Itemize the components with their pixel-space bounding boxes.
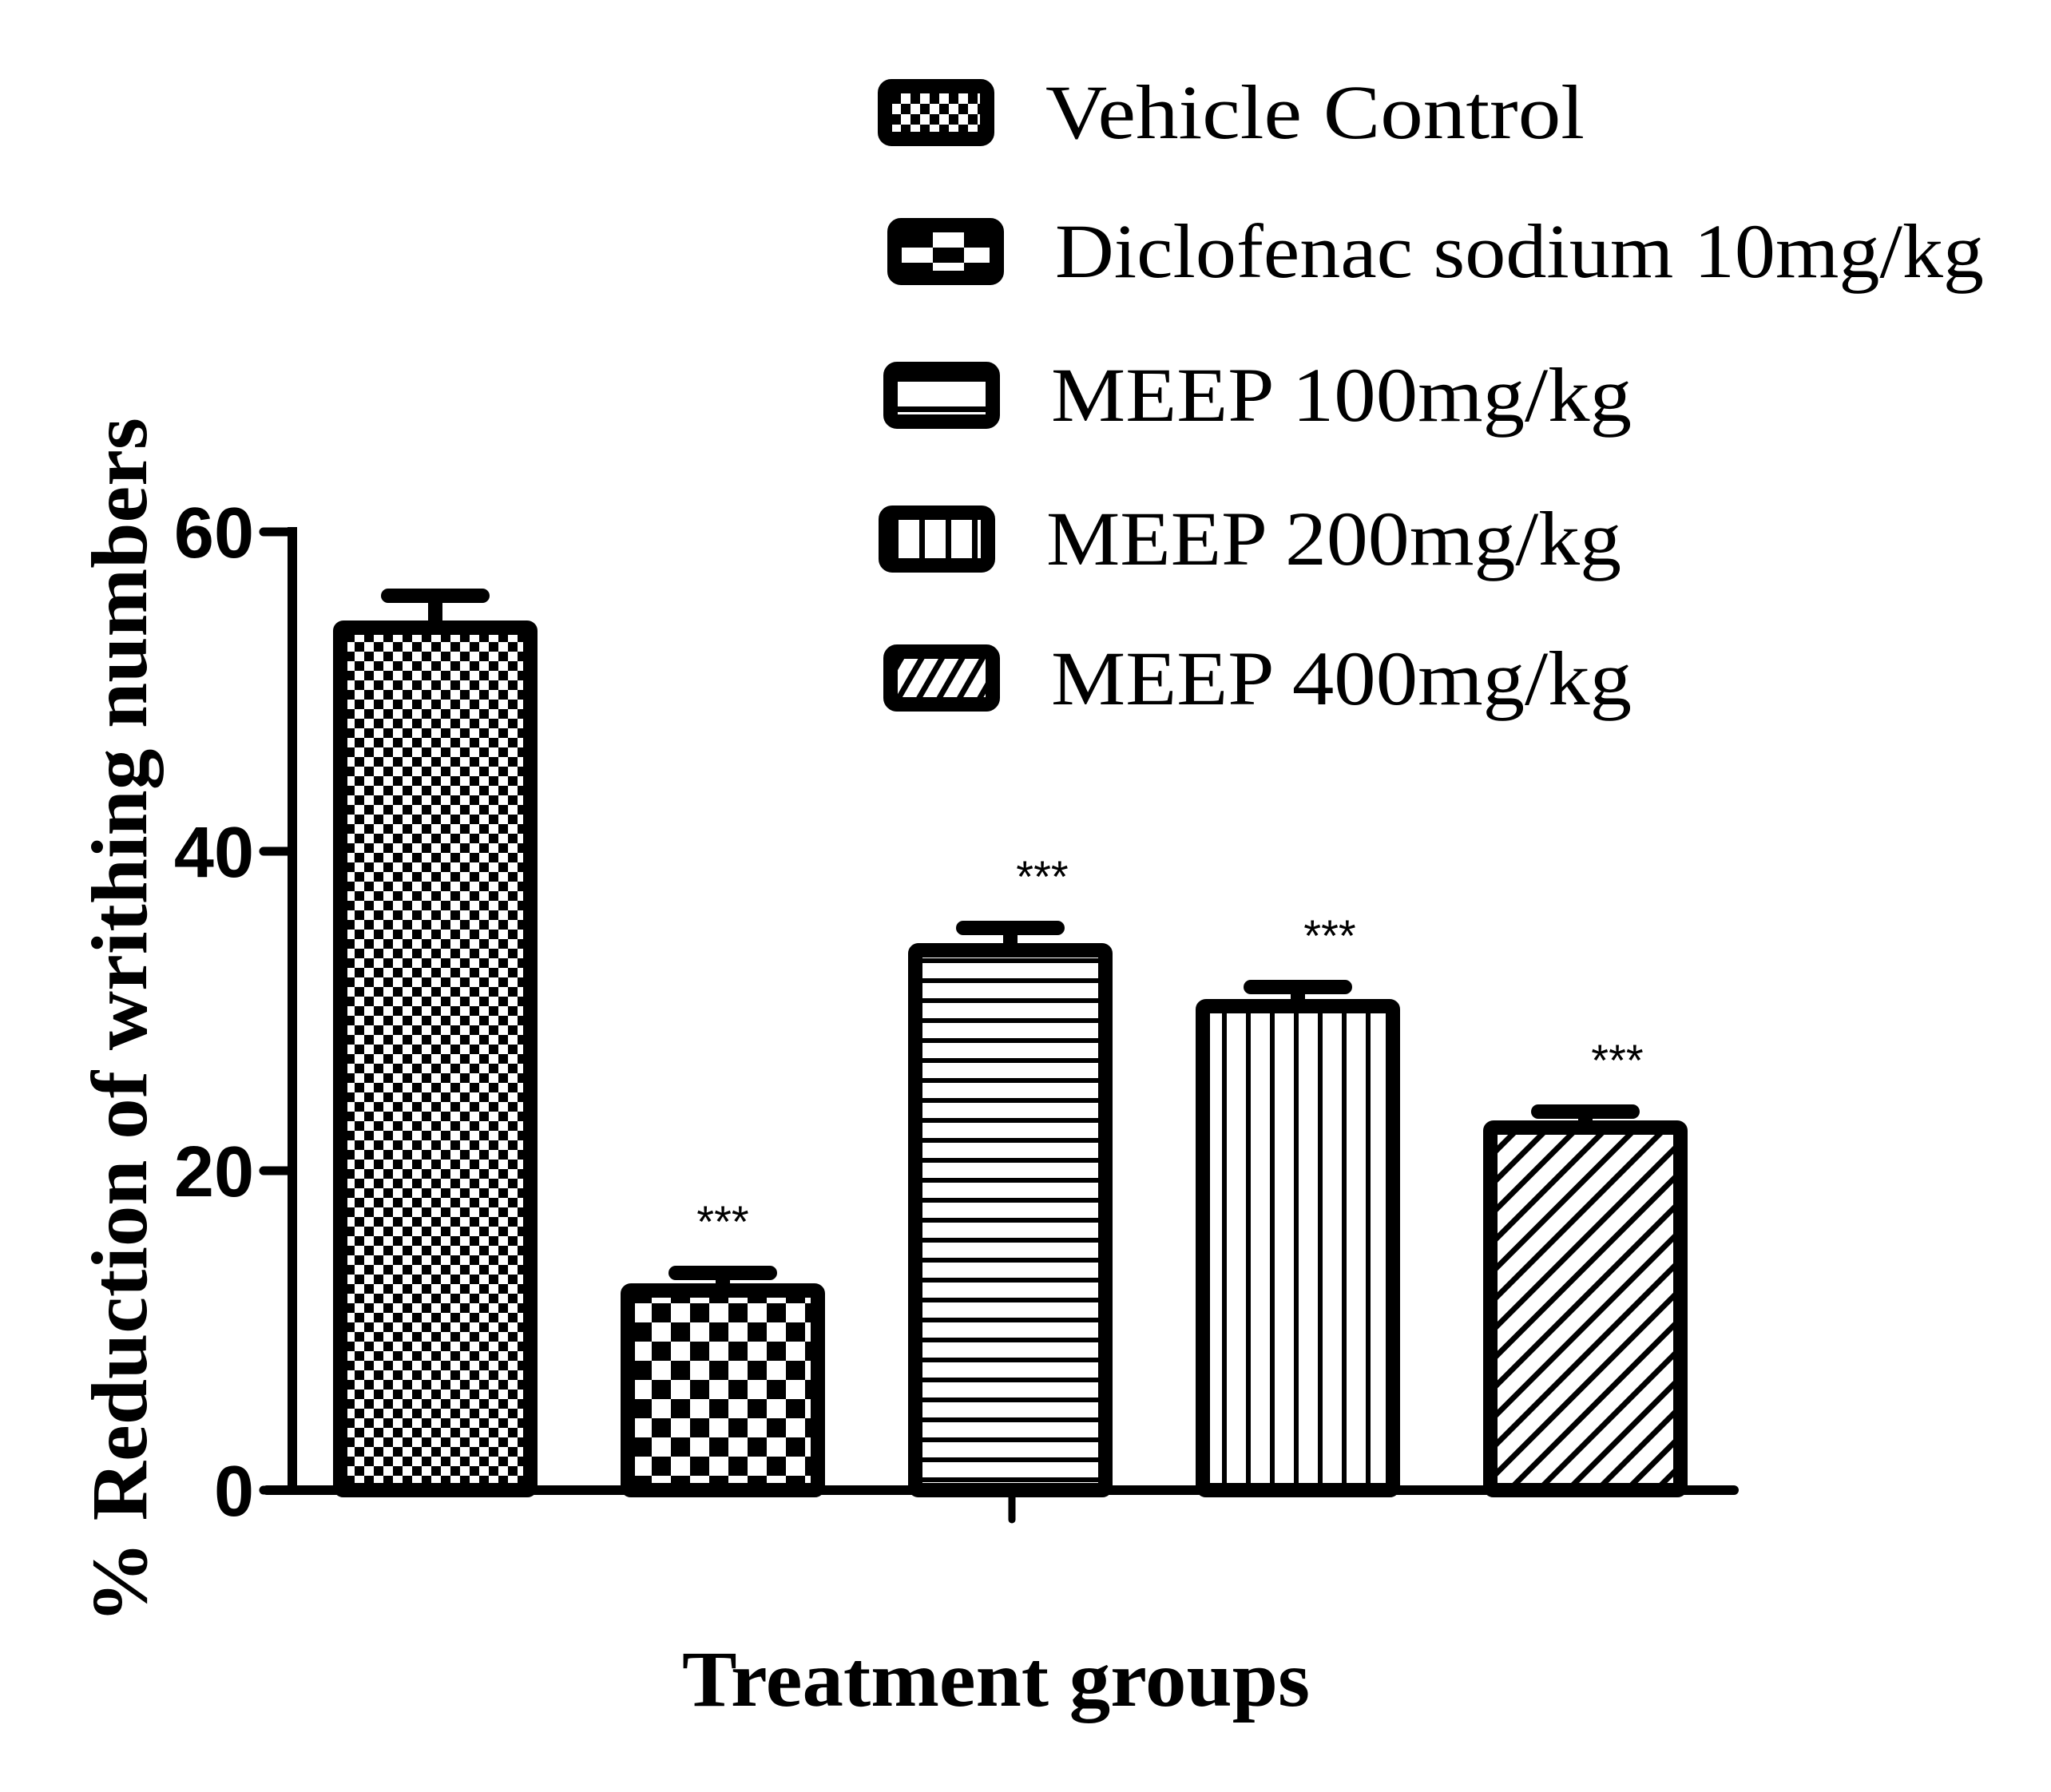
legend-label: Vehicle Control [1045,69,1585,155]
bar-group: *** [621,1196,825,1497]
legend: Vehicle Control Diclofenac sodium 10mg/kg… [878,69,1984,721]
legend-swatch [879,505,995,573]
bar [1483,1120,1688,1497]
bar [908,943,1113,1497]
legend-swatch [883,644,1000,712]
bars: *** *** *** *** [333,589,1688,1497]
bar-group: *** [1483,1035,1688,1497]
legend-label: Diclofenac sodium 10mg/kg [1055,208,1984,294]
legend-swatch [887,218,1004,285]
axes [262,527,1739,1524]
legend-item: MEEP 200mg/kg [879,496,1621,581]
y-tick-label: 40 [174,813,254,893]
legend-item: MEEP 100mg/kg [883,352,1632,438]
y-axis-title: % Reduction of writhing numbers [75,418,164,1624]
bar-group: *** [1196,910,1400,1497]
legend-item: MEEP 400mg/kg [883,636,1632,721]
y-tick-label: 0 [214,1452,254,1532]
bar [621,1283,825,1497]
legend-swatch [878,79,994,146]
y-tick-label: 60 [174,494,254,573]
significance-label: *** [696,1196,748,1247]
y-tick-label: 20 [174,1132,254,1212]
legend-label: MEEP 200mg/kg [1046,496,1621,581]
bar-group: *** [908,851,1113,1497]
legend-item: Vehicle Control [878,69,1585,155]
legend-item: Diclofenac sodium 10mg/kg [887,208,1984,294]
x-axis-title: Treatment groups [682,1635,1310,1723]
y-axis-ticks: 0 20 40 60 [174,494,297,1532]
bar [333,620,538,1497]
bar [1196,999,1400,1497]
bar-group [333,589,538,1497]
significance-label: *** [1016,851,1068,902]
significance-label: *** [1303,910,1355,961]
legend-label: MEEP 100mg/kg [1051,352,1632,438]
significance-label: *** [1591,1035,1643,1085]
legend-label: MEEP 400mg/kg [1051,636,1632,721]
legend-swatch [883,362,1000,429]
